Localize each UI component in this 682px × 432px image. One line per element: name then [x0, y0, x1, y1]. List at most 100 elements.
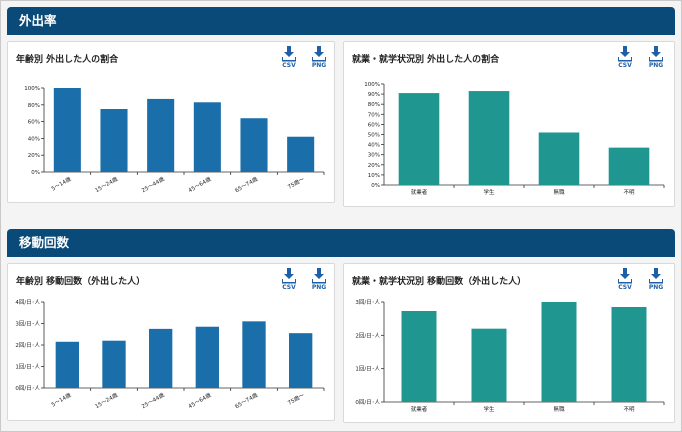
y-tick-label: 60% [368, 122, 380, 128]
png-label: PNG [648, 284, 664, 291]
bar [471, 328, 507, 402]
x-tick-label: 45～64歳 [187, 391, 213, 411]
x-tick-label: 5～14歳 [50, 175, 73, 193]
x-tick-label: 25～44歳 [140, 391, 166, 411]
x-tick-label: 45～64歳 [187, 175, 213, 195]
x-tick-label: 15～24歳 [93, 175, 119, 195]
bar-chart-employment-outing-rate: 0% 10% 20% 30% 40% 50% 60% 70% 80% 90% 100% 就業者 学生 無職… [364, 82, 665, 196]
section-header-trip-count: 移動回数 [7, 229, 675, 257]
panel-age-outing-rate: 年齢別 外出した人の割合 CSV PNG 0% 20% 40% 60% 80% 100% 5… [7, 41, 335, 203]
download-icon [282, 46, 296, 62]
png-download-button[interactable]: PNG [646, 268, 666, 296]
bar [195, 326, 219, 388]
y-tick-label: 80% [368, 102, 380, 108]
y-tick-label: 2回/日･人 [15, 342, 40, 349]
x-tick-label: 15～24歳 [93, 391, 119, 411]
bar [611, 307, 647, 402]
bar [287, 136, 315, 172]
y-tick-label: 80% [28, 103, 40, 109]
y-tick-label: 50% [368, 133, 380, 139]
y-tick-label: 20% [28, 153, 40, 159]
bar-chart-age-outing-rate: 0% 20% 40% 60% 80% 100% 5～14歳 15～24歳 25～44歳 45～64… [24, 86, 325, 195]
y-tick-label: 1回/日･人 [355, 366, 380, 373]
y-tick-label: 4回/日･人 [15, 299, 40, 306]
download-icon [312, 268, 326, 284]
download-icon [282, 268, 296, 284]
y-tick-label: 60% [28, 120, 40, 126]
csv-label: CSV [282, 284, 296, 291]
y-tick-label: 2回/日･人 [355, 332, 380, 339]
x-tick-label: 不明 [623, 406, 635, 413]
panel-title: 就業・就学状況別 外出した人の割合 [352, 55, 500, 65]
x-tick-label: 65～74歳 [233, 391, 259, 411]
download-icon [618, 46, 632, 62]
x-tick-label: 就業者 [411, 188, 428, 196]
csv-label: CSV [282, 62, 296, 69]
y-tick-label: 0回/日･人 [355, 399, 380, 406]
bar [538, 132, 580, 185]
y-tick-label: 30% [368, 153, 380, 159]
x-tick-label: 学生 [483, 405, 495, 413]
bar [100, 109, 128, 172]
png-download-button[interactable]: PNG [309, 268, 329, 296]
download-icon [312, 46, 326, 62]
bar [289, 333, 313, 388]
png-download-button[interactable]: PNG [646, 46, 666, 74]
x-tick-label: 不明 [623, 189, 635, 196]
x-tick-label: 65～74歳 [233, 175, 259, 195]
bar [242, 321, 266, 388]
download-icon [618, 268, 632, 284]
y-tick-label: 0回/日･人 [15, 385, 40, 392]
bar [149, 328, 173, 388]
panel-age-trip-count: 年齢別 移動回数（外出した人） CSV PNG 0回/日･人 1回/日･人 2回/日… [7, 263, 335, 421]
bar [541, 302, 577, 402]
csv-download-button[interactable]: CSV [615, 46, 635, 74]
png-download-button[interactable]: PNG [309, 46, 329, 74]
y-tick-label: 20% [368, 163, 380, 169]
bar [398, 93, 440, 185]
x-tick-label: 無職 [553, 405, 565, 413]
panel-employment-outing-rate: 就業・就学状況別 外出した人の割合 CSV PNG 0% 10% 20% 30% 40%… [343, 41, 675, 207]
png-label: PNG [311, 284, 327, 291]
download-icon [649, 46, 663, 62]
y-tick-label: 0% [371, 183, 380, 189]
download-icon [649, 268, 663, 284]
csv-download-button[interactable]: CSV [615, 268, 635, 296]
x-tick-label: 無職 [553, 188, 565, 196]
section-header-outing-rate: 外出率 [7, 7, 675, 35]
panel-title: 就業・就学状況別 移動回数（外出した人） [352, 277, 527, 287]
y-tick-label: 90% [368, 92, 380, 98]
bar [147, 98, 175, 172]
y-tick-label: 100% [24, 86, 40, 92]
bar [401, 311, 437, 402]
png-label: PNG [648, 62, 664, 69]
y-tick-label: 40% [28, 136, 40, 142]
csv-download-button[interactable]: CSV [279, 268, 299, 296]
csv-download-button[interactable]: CSV [279, 46, 299, 74]
y-tick-label: 70% [368, 112, 380, 118]
y-tick-label: 10% [368, 173, 380, 179]
x-tick-label: 学生 [483, 188, 495, 196]
x-tick-label: 75歳～ [286, 391, 306, 407]
bar [102, 340, 126, 388]
bar [468, 91, 510, 185]
csv-label: CSV [618, 62, 632, 69]
y-tick-label: 3回/日･人 [355, 299, 380, 306]
bar [193, 102, 221, 172]
y-tick-label: 100% [364, 82, 380, 88]
x-tick-label: 就業者 [411, 405, 428, 413]
y-tick-label: 1回/日･人 [15, 364, 40, 371]
bar [240, 118, 268, 172]
x-tick-label: 75歳～ [286, 175, 306, 191]
bar [55, 341, 79, 388]
bar [608, 147, 650, 185]
x-tick-label: 25～44歳 [140, 175, 166, 195]
png-label: PNG [311, 62, 327, 69]
y-tick-label: 40% [368, 143, 380, 149]
panel-title: 年齢別 外出した人の割合 [16, 55, 119, 65]
bar-chart-age-trip-count: 0回/日･人 1回/日･人 2回/日･人 3回/日･人 4回/日･人 5～14歳 15～24… [15, 299, 325, 411]
panel-title: 年齢別 移動回数（外出した人） [16, 277, 146, 287]
y-tick-label: 0% [31, 170, 40, 176]
